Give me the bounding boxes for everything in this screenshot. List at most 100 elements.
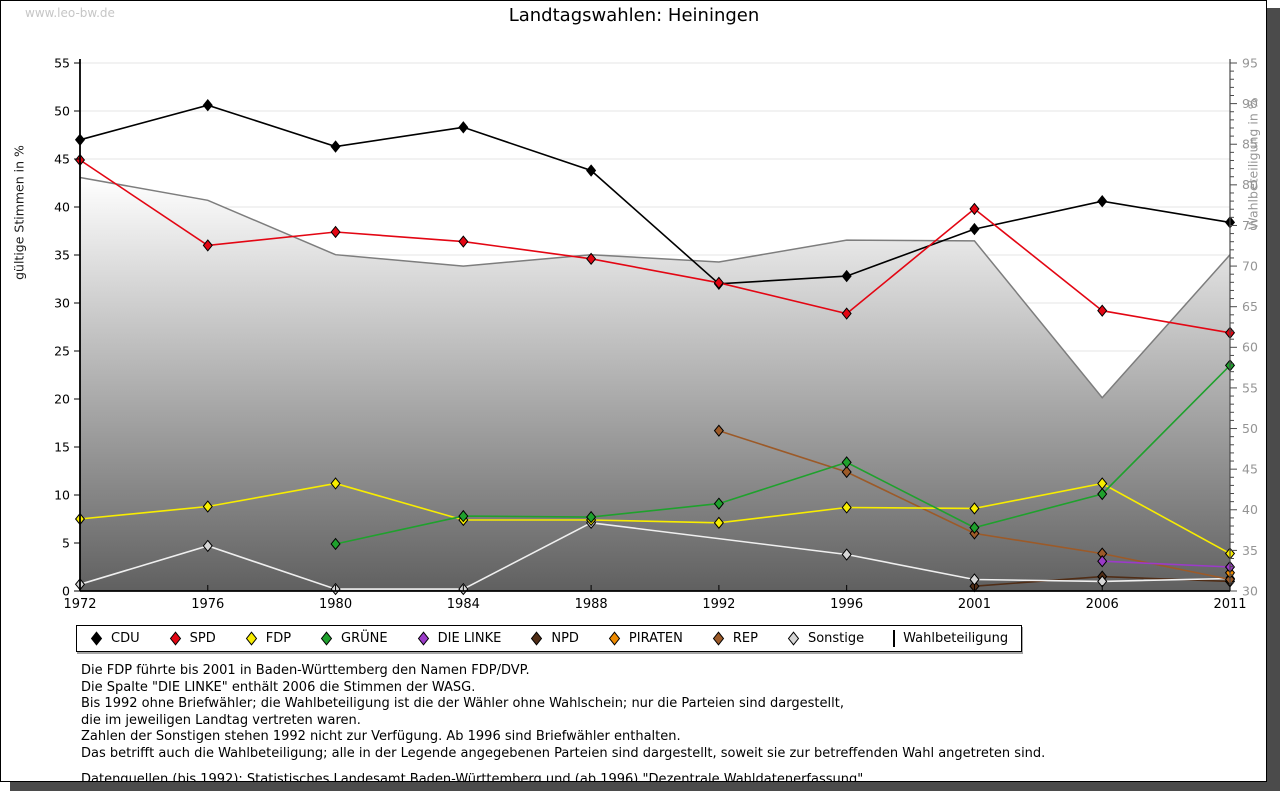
legend-label-spd: SPD (189, 631, 216, 646)
svg-text:1972: 1972 (63, 597, 96, 612)
svg-text:10: 10 (54, 487, 70, 502)
svg-text:60: 60 (1242, 340, 1258, 355)
svg-text:2001: 2001 (958, 597, 991, 612)
piraten-marker-icon (608, 631, 621, 646)
grune-line (335, 364, 1231, 545)
svg-text:15: 15 (54, 439, 70, 454)
window-shadow-bottom (10, 782, 1280, 791)
legend-item-wahlbeteiligung: Wahlbeteiligung (893, 629, 1009, 647)
svg-text:55: 55 (54, 55, 70, 70)
svg-text:65: 65 (1242, 299, 1258, 314)
legend-item-sonstige: Sonstige (787, 631, 864, 646)
legend-item-die-linke: DIE LINKE (417, 631, 502, 646)
sonstige-marker (202, 539, 213, 553)
rep-marker (713, 424, 724, 437)
legend-item-piraten: PIRATEN (608, 631, 683, 646)
svg-text:35: 35 (54, 247, 70, 262)
sonstige-marker-icon (787, 631, 800, 646)
legend-label-die-linke: DIE LINKE (437, 631, 502, 646)
spd-marker (330, 225, 341, 239)
svg-text:5: 5 (62, 535, 70, 550)
svg-text:0: 0 (62, 583, 70, 598)
sonstige-marker (969, 573, 980, 586)
footnote-line-4: die im jeweiligen Landtag vertreten ware… (81, 712, 361, 728)
grune-marker (841, 456, 852, 469)
svg-text:50: 50 (54, 103, 70, 118)
footnote-line-3: Bis 1992 ohne Briefwähler; die Wahlbetei… (81, 696, 844, 711)
turnout-outline (79, 176, 1231, 399)
svg-text:40: 40 (1242, 502, 1258, 517)
cdu-marker (969, 222, 980, 236)
cdu-marker (202, 99, 213, 112)
footnote-line-6: Das betrifft auch die Wahlbeteiligung; a… (81, 745, 1046, 761)
turnout-area (80, 177, 1230, 591)
svg-text:1976: 1976 (191, 597, 224, 612)
legend-item-cdu: CDU (90, 631, 140, 646)
legend-item-fdp: FDP (245, 631, 291, 646)
fdp-marker (713, 516, 724, 530)
spd-marker (202, 239, 213, 252)
grune-marker (713, 497, 724, 510)
cdu-marker (458, 121, 469, 134)
die-linke-marker (1097, 555, 1108, 568)
svg-text:70: 70 (1242, 258, 1258, 273)
fdp-marker (330, 477, 341, 490)
spd-marker (713, 276, 724, 290)
footnote-line-5: Zahlen der Sonstigen stehen 1992 nicht z… (81, 729, 681, 744)
svg-text:95: 95 (1242, 55, 1258, 70)
election-chart: 0 5 10 15 20 25 30 35 40 45 50 55 30 35 40 45 50 55 60 65 70… (1, 1, 1267, 621)
footnote-line-1: Die FDP führte bis 2001 in Baden-Württem… (81, 663, 530, 678)
fdp-marker (202, 500, 213, 513)
svg-text:1988: 1988 (575, 597, 608, 612)
right-axis-label: Wahlbeteiligung in % (1245, 97, 1261, 230)
legend-label-grune: GRÜNE (341, 631, 388, 646)
grune-marker (586, 510, 597, 524)
grune-marker (330, 537, 341, 551)
legend-label-wahlbeteiligung: Wahlbeteiligung (903, 631, 1009, 646)
footnotes: Die FDP führte bis 2001 in Baden-Württem… (81, 663, 1261, 789)
grune-marker (1097, 487, 1108, 501)
svg-text:75: 75 (1242, 218, 1258, 233)
svg-text:2011: 2011 (1213, 597, 1246, 612)
legend-item-npd: NPD (530, 631, 579, 646)
svg-text:1980: 1980 (319, 597, 352, 612)
svg-text:40: 40 (54, 199, 70, 214)
spd-marker (969, 202, 980, 216)
svg-text:1996: 1996 (830, 597, 863, 612)
spd-marker (841, 307, 852, 320)
spd-marker (586, 252, 597, 266)
fdp-marker (841, 501, 852, 514)
svg-text:20: 20 (54, 391, 70, 406)
legend-item-rep: REP (712, 631, 758, 646)
legend-label-piraten: PIRATEN (628, 631, 683, 646)
svg-text:35: 35 (1242, 543, 1258, 558)
die-linke-line (1102, 560, 1231, 568)
svg-text:45: 45 (1242, 462, 1258, 477)
legend-item-spd: SPD (169, 631, 216, 646)
rep-marker-icon (712, 631, 725, 646)
fdp-marker (969, 502, 980, 515)
watermark: www.leo-bw.de (25, 6, 115, 20)
svg-text:45: 45 (54, 151, 70, 166)
spd-marker-icon (169, 631, 182, 646)
svg-text:80: 80 (1242, 177, 1258, 192)
legend-label-rep: REP (732, 631, 758, 646)
cdu-marker (1097, 195, 1108, 208)
left-axis-label: gültige Stimmen in % (11, 145, 27, 280)
footnote-line-2: Die Spalte "DIE LINKE" enthält 2006 die … (81, 679, 476, 695)
page-title: Landtagswahlen: Heiningen (508, 5, 760, 26)
die-linke-marker-icon (417, 631, 430, 646)
spd-line (79, 159, 1231, 334)
window-shadow-right (1267, 8, 1280, 791)
legend-label-fdp: FDP (265, 631, 292, 646)
cdu-marker (841, 269, 852, 283)
grune-marker (458, 509, 469, 523)
sonstige-marker (841, 548, 852, 561)
svg-text:1992: 1992 (702, 597, 735, 612)
legend-item-grune: GRÜNE (320, 631, 388, 646)
svg-text:25: 25 (54, 343, 70, 358)
npd-marker-icon (530, 631, 543, 646)
legend: CDU SPD FDP GRÜNE DIE LINKE NPD PIRATEN REP Sons… (76, 625, 1023, 652)
fdp-marker-icon (245, 631, 258, 646)
